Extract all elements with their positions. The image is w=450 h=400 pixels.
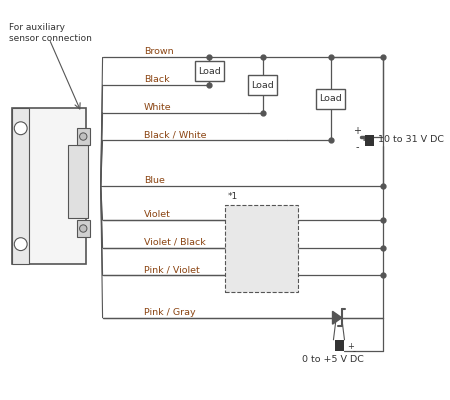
Text: 10 to 31 V DC: 10 to 31 V DC (378, 135, 444, 144)
FancyBboxPatch shape (316, 89, 346, 109)
FancyBboxPatch shape (248, 75, 277, 95)
Text: Pink / Violet: Pink / Violet (144, 266, 200, 274)
Text: Blue: Blue (144, 176, 165, 185)
Text: -: - (353, 347, 356, 356)
FancyBboxPatch shape (68, 145, 88, 218)
Circle shape (14, 238, 27, 250)
Text: -: - (356, 142, 359, 152)
FancyBboxPatch shape (364, 135, 374, 146)
Text: Violet / Black: Violet / Black (144, 238, 206, 247)
Text: +: + (347, 342, 354, 351)
Circle shape (14, 122, 27, 135)
Text: Black / White: Black / White (144, 130, 207, 139)
Text: Violet: Violet (144, 210, 171, 219)
FancyBboxPatch shape (13, 108, 29, 264)
Text: White: White (144, 102, 171, 112)
Text: Load: Load (251, 80, 274, 90)
Text: Brown: Brown (144, 48, 174, 56)
FancyBboxPatch shape (225, 204, 298, 292)
Text: Load: Load (198, 67, 220, 76)
Text: For auxiliary
sensor connection: For auxiliary sensor connection (9, 23, 92, 43)
Text: +: + (353, 126, 361, 136)
FancyBboxPatch shape (335, 340, 345, 351)
Circle shape (80, 133, 87, 140)
FancyBboxPatch shape (77, 220, 90, 237)
FancyBboxPatch shape (13, 108, 86, 264)
Circle shape (80, 225, 87, 232)
Polygon shape (333, 311, 342, 324)
Text: *1: *1 (228, 192, 238, 201)
FancyBboxPatch shape (77, 128, 90, 145)
Text: Pink / Gray: Pink / Gray (144, 308, 196, 317)
Text: 0 to +5 V DC: 0 to +5 V DC (302, 354, 364, 364)
Text: Black: Black (144, 75, 170, 84)
Text: Load: Load (320, 94, 342, 103)
FancyBboxPatch shape (194, 61, 224, 81)
